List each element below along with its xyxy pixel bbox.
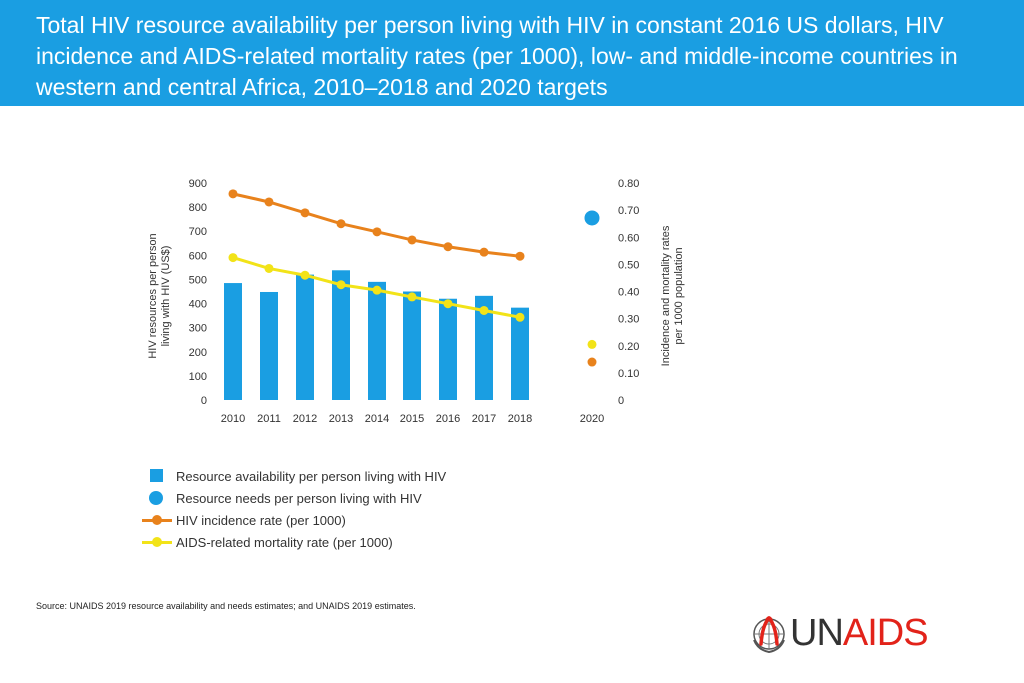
- x-axis-tick-label: 2014: [365, 413, 389, 425]
- left-axis-tick-label: 400: [189, 299, 207, 311]
- x-axis-tick-label: 2012: [293, 413, 317, 425]
- left-axis-title-line: living with HIV (US$): [160, 246, 172, 347]
- left-axis-tick-label: 0: [201, 395, 207, 407]
- legend-item-mortality: AIDS-related mortality rate (per 1000): [140, 531, 446, 553]
- right-axis-title: Incidence and mortality ratesper 1000 po…: [660, 225, 685, 366]
- x-axis-tick-label: 2018: [508, 413, 532, 425]
- mortality-rate-point: [515, 312, 525, 322]
- logo-text-un: UN: [790, 612, 844, 654]
- mortality-rate-point: [407, 292, 417, 302]
- legend-item-resource-needs: Resource needs per person living with HI…: [140, 487, 446, 509]
- right-axis-title-line: Incidence and mortality rates: [660, 225, 672, 366]
- incidence-rate-point: [372, 227, 382, 237]
- right-axis-tick-label: 0.20: [618, 341, 639, 353]
- bar-resource-availability: [260, 291, 278, 400]
- source-prefix: Source:: [36, 601, 68, 611]
- resource-needs-point: [584, 210, 600, 226]
- left-axis-tick-label: 200: [189, 347, 207, 359]
- incidence-rate-point: [264, 197, 274, 207]
- incidence-rate-point: [479, 247, 489, 257]
- right-axis-tick-label: 0.50: [618, 259, 639, 271]
- legend-label: AIDS-related mortality rate (per 1000): [176, 534, 393, 550]
- left-axis-tick-label: 300: [189, 323, 207, 335]
- legend-line-swatch: [140, 509, 176, 531]
- x-axis-tick-label: 2010: [221, 413, 245, 425]
- circle-icon: [149, 491, 163, 505]
- left-axis-tick-label: 900: [189, 178, 207, 190]
- bar-resource-availability: [368, 281, 386, 400]
- bar-resource-availability: [296, 274, 314, 400]
- chart-legend: Resource availability per person living …: [140, 465, 446, 553]
- right-axis-tick-label: 0.30: [618, 314, 639, 326]
- mortality-rate-point: [479, 305, 489, 315]
- x-axis-tick-label: 2020: [580, 413, 604, 425]
- legend-item-incidence: HIV incidence rate (per 1000): [140, 509, 446, 531]
- source-text: UNAIDS 2019 resource availability and ne…: [67, 601, 416, 611]
- source-note: Source: UNAIDS 2019 resource availabilit…: [36, 601, 416, 611]
- mortality-rate-point: [264, 263, 274, 273]
- right-axis-tick-label: 0.10: [618, 368, 639, 380]
- right-axis-tick-label: 0.70: [618, 205, 639, 217]
- page-title: Total HIV resource availability per pers…: [36, 12, 958, 100]
- dot-icon: [152, 515, 162, 525]
- left-axis-tick-label: 600: [189, 250, 207, 262]
- x-axis-tick-label: 2013: [329, 413, 353, 425]
- left-axis-tick-label: 100: [189, 371, 207, 383]
- incidence-rate-line: [232, 192, 521, 258]
- legend-circle-swatch: [140, 487, 176, 509]
- bar-resource-availability: [403, 291, 421, 400]
- legend-label: Resource availability per person living …: [176, 468, 447, 484]
- legend-label: HIV incidence rate (per 1000): [176, 512, 346, 528]
- bar-resource-availability: [475, 295, 493, 400]
- bar-resource-availability: [511, 307, 529, 400]
- logo-wordmark: UNAIDS: [790, 611, 929, 655]
- right-axis-tick-label: 0: [618, 395, 624, 407]
- un-emblem-ribbon-icon: [753, 616, 785, 654]
- legend-item-resource-availability: Resource availability per person living …: [140, 465, 446, 487]
- incidence-rate-point: [407, 235, 417, 245]
- left-axis-title: HIV resources per personliving with HIV …: [147, 233, 172, 358]
- mortality-rate-point: [372, 285, 382, 295]
- right-axis-tick-label: 0.80: [618, 178, 639, 190]
- x-axis-tick-label: 2015: [400, 413, 424, 425]
- incidence-rate-point: [228, 189, 238, 199]
- incidence-rate-point: [336, 219, 346, 229]
- unaids-logo: UNAIDS: [750, 611, 950, 655]
- mortality-rate-point: [587, 339, 597, 349]
- left-axis-tick-label: 700: [189, 226, 207, 238]
- right-axis-tick-label: 0.60: [618, 232, 639, 244]
- header-banner: Total HIV resource availability per pers…: [0, 0, 1024, 106]
- mortality-rate-point: [228, 253, 238, 263]
- bar-resource-availability: [332, 270, 350, 400]
- legend-line-swatch: [140, 531, 176, 553]
- mortality-rate-point: [336, 280, 346, 290]
- incidence-rate-point: [587, 357, 597, 367]
- bar-resource-availability: [439, 298, 457, 400]
- incidence-rate-point: [443, 242, 453, 252]
- x-axis-tick-label: 2016: [436, 413, 460, 425]
- logo-text-aids: AIDS: [842, 612, 929, 654]
- legend-label: Resource needs per person living with HI…: [176, 490, 422, 506]
- square-icon: [150, 469, 163, 482]
- left-axis-title-line: HIV resources per person: [147, 233, 159, 358]
- x-axis-tick-label: 2011: [257, 413, 281, 425]
- dot-icon: [152, 537, 162, 547]
- mortality-rate-point: [443, 299, 453, 309]
- left-axis-tick-label: 800: [189, 202, 207, 214]
- legend-square-swatch: [140, 465, 176, 487]
- right-axis-tick-label: 0.40: [618, 287, 639, 299]
- right-axis-title-line: per 1000 population: [673, 247, 685, 344]
- mortality-rate-point: [300, 270, 310, 280]
- incidence-rate-point: [515, 251, 525, 261]
- x-axis-tick-label: 2017: [472, 413, 496, 425]
- incidence-rate-point: [300, 208, 310, 218]
- left-axis-tick-label: 500: [189, 274, 207, 286]
- bar-resource-availability: [224, 283, 242, 400]
